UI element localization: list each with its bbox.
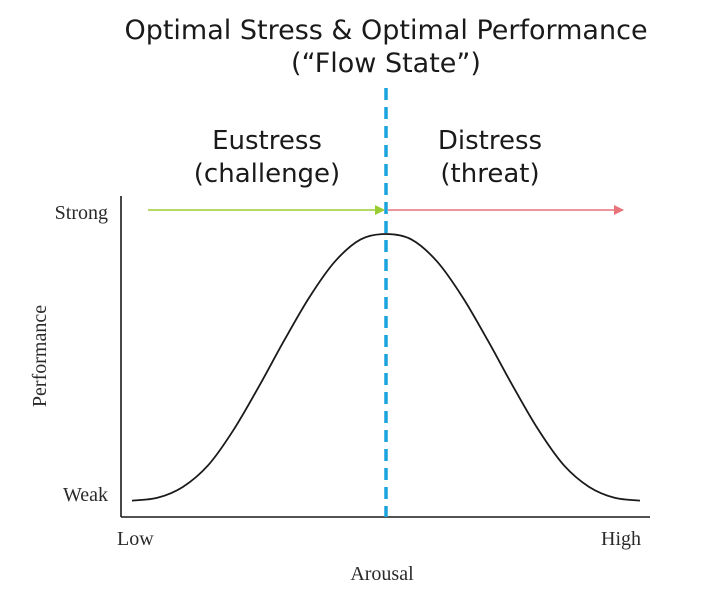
y-high-label: Strong <box>55 202 108 224</box>
y-low-label: Weak <box>63 484 108 506</box>
x-high-label: High <box>601 528 641 550</box>
x-axis-title: Arousal <box>350 563 414 585</box>
y-axis-title: Performance <box>29 305 51 407</box>
title-line-1: Optimal Stress & Optimal Performance <box>124 15 647 46</box>
distress-label: Distress <box>438 126 542 156</box>
x-low-label: Low <box>117 528 154 550</box>
eustress-sublabel: (challenge) <box>194 159 340 189</box>
eustress-label: Eustress <box>212 126 322 156</box>
performance-curve <box>131 233 641 502</box>
title-line-2: (“Flow State”) <box>291 48 481 79</box>
distress-sublabel: (threat) <box>440 159 539 189</box>
